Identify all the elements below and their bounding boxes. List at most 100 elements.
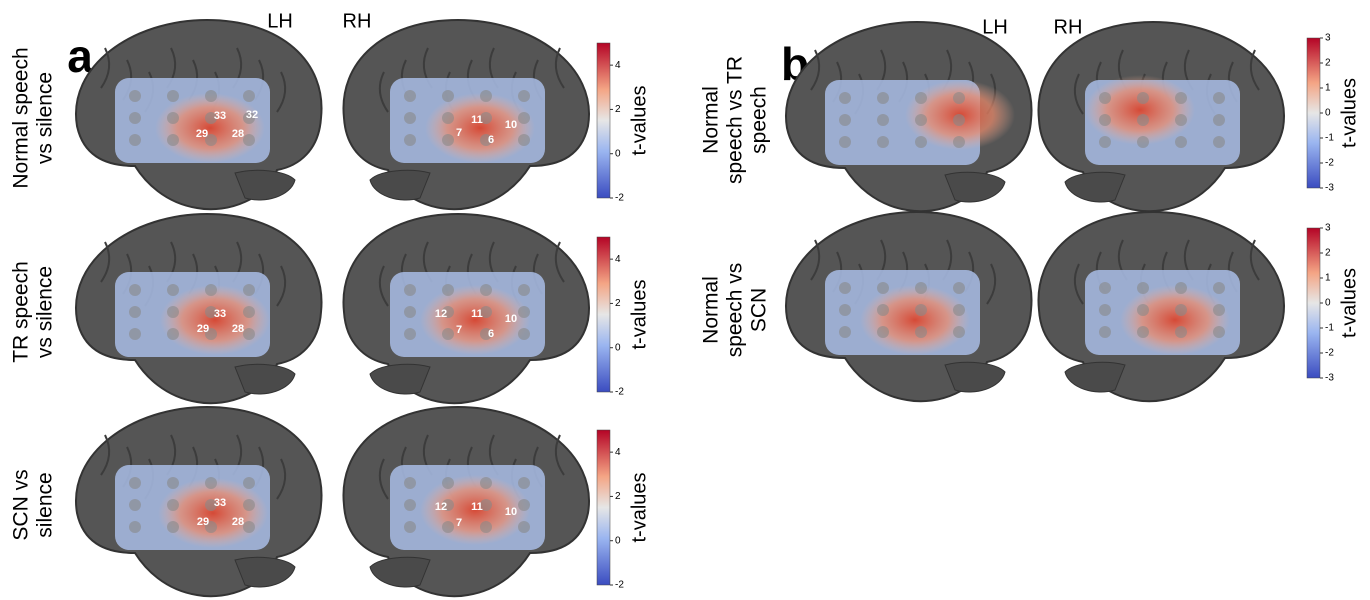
colorbar-title: t-values bbox=[628, 472, 650, 542]
electrode bbox=[129, 112, 141, 124]
row-label: speech vs TR bbox=[724, 56, 747, 184]
electrode bbox=[205, 284, 217, 296]
row-label: Normal bbox=[700, 276, 723, 344]
electrode bbox=[404, 328, 416, 340]
electrode bbox=[1175, 304, 1187, 316]
electrode bbox=[953, 282, 965, 294]
electrode bbox=[129, 499, 141, 511]
electrode bbox=[129, 328, 141, 340]
electrode bbox=[404, 112, 416, 124]
row-label: silence bbox=[34, 472, 57, 537]
colorbar-tick-label: 3 bbox=[1325, 223, 1331, 234]
channel-label: 10 bbox=[505, 119, 517, 131]
electrode bbox=[518, 90, 530, 102]
electrode bbox=[1099, 326, 1111, 338]
electrode bbox=[1099, 114, 1111, 126]
colorbar-tick-label: 0 bbox=[615, 148, 621, 159]
electrode bbox=[167, 477, 179, 489]
electrode bbox=[1137, 114, 1149, 126]
electrode bbox=[1213, 282, 1225, 294]
electrode bbox=[404, 134, 416, 146]
hemisphere-label: LH bbox=[982, 16, 1008, 38]
colorbar-tick-label: 4 bbox=[615, 447, 621, 458]
electrode bbox=[877, 114, 889, 126]
hemisphere-label: RH bbox=[343, 10, 372, 32]
activation bbox=[160, 285, 270, 355]
electrode bbox=[167, 499, 179, 511]
colorbar-tick-label: 0 bbox=[615, 535, 621, 546]
electrode bbox=[243, 328, 255, 340]
colorbar-title: t-values bbox=[628, 279, 650, 349]
page: aLHRHNormal speechvs silence293332287111… bbox=[0, 0, 1370, 600]
channel-label: 29 bbox=[197, 323, 209, 335]
electrode bbox=[518, 112, 530, 124]
electrode bbox=[205, 90, 217, 102]
electrode bbox=[1137, 92, 1149, 104]
channel-label: 11 bbox=[471, 501, 483, 513]
electrode bbox=[839, 114, 851, 126]
electrode bbox=[518, 284, 530, 296]
channel-label: 7 bbox=[456, 324, 462, 336]
channel-label: 6 bbox=[488, 328, 494, 340]
electrode bbox=[839, 304, 851, 316]
activation bbox=[1085, 75, 1195, 145]
electrode bbox=[1099, 304, 1111, 316]
electrode bbox=[1175, 326, 1187, 338]
electrode bbox=[915, 282, 927, 294]
electrode bbox=[953, 304, 965, 316]
row-label: SCN vs bbox=[10, 469, 33, 540]
electrode bbox=[953, 326, 965, 338]
colorbar bbox=[1307, 228, 1320, 378]
colorbar-tick-label: 4 bbox=[615, 254, 621, 265]
colorbar bbox=[597, 430, 610, 585]
row-label: speech vs bbox=[724, 263, 747, 358]
colorbar-tick-label: -3 bbox=[1325, 373, 1334, 384]
electrode bbox=[167, 306, 179, 318]
electrode bbox=[442, 284, 454, 296]
electrode bbox=[1213, 114, 1225, 126]
electrode bbox=[518, 499, 530, 511]
cerebellum bbox=[945, 362, 1005, 392]
cerebellum bbox=[370, 364, 430, 394]
colorbar-tick-label: -2 bbox=[1325, 348, 1334, 359]
channel-label: 12 bbox=[435, 308, 447, 320]
colorbar-tick-label: -2 bbox=[1325, 158, 1334, 169]
electrode bbox=[953, 136, 965, 148]
hemisphere-label: RH bbox=[1054, 16, 1083, 38]
row-label: Normal bbox=[700, 86, 723, 154]
brain bbox=[786, 212, 1032, 401]
electrode bbox=[1137, 304, 1149, 316]
channel-label: 28 bbox=[232, 516, 244, 528]
row-label: vs silence bbox=[34, 72, 57, 164]
electrode bbox=[839, 282, 851, 294]
channel-label: 11 bbox=[471, 308, 483, 320]
channel-label: 33 bbox=[214, 110, 226, 122]
electrode bbox=[480, 90, 492, 102]
brain bbox=[786, 22, 1032, 211]
electrode bbox=[167, 134, 179, 146]
cerebellum bbox=[370, 170, 430, 200]
colorbar-tick-label: 0 bbox=[615, 342, 621, 353]
activation bbox=[1120, 285, 1230, 355]
cerebellum bbox=[370, 557, 430, 587]
row-label: speech bbox=[748, 86, 771, 154]
electrode bbox=[205, 477, 217, 489]
channel-label: 33 bbox=[214, 308, 226, 320]
electrode bbox=[1137, 282, 1149, 294]
channel-label: 10 bbox=[505, 313, 517, 325]
electrode bbox=[1213, 304, 1225, 316]
brain bbox=[1038, 212, 1284, 401]
electrode bbox=[518, 306, 530, 318]
channel-label: 33 bbox=[214, 497, 226, 509]
electrode bbox=[167, 328, 179, 340]
electrode bbox=[243, 90, 255, 102]
channel-label: 7 bbox=[456, 517, 462, 529]
electrode bbox=[243, 134, 255, 146]
electrode bbox=[953, 114, 965, 126]
electrode bbox=[877, 326, 889, 338]
electrode bbox=[518, 134, 530, 146]
row-label: Normal speech bbox=[10, 47, 33, 188]
electrode bbox=[243, 306, 255, 318]
cerebellum bbox=[235, 557, 295, 587]
